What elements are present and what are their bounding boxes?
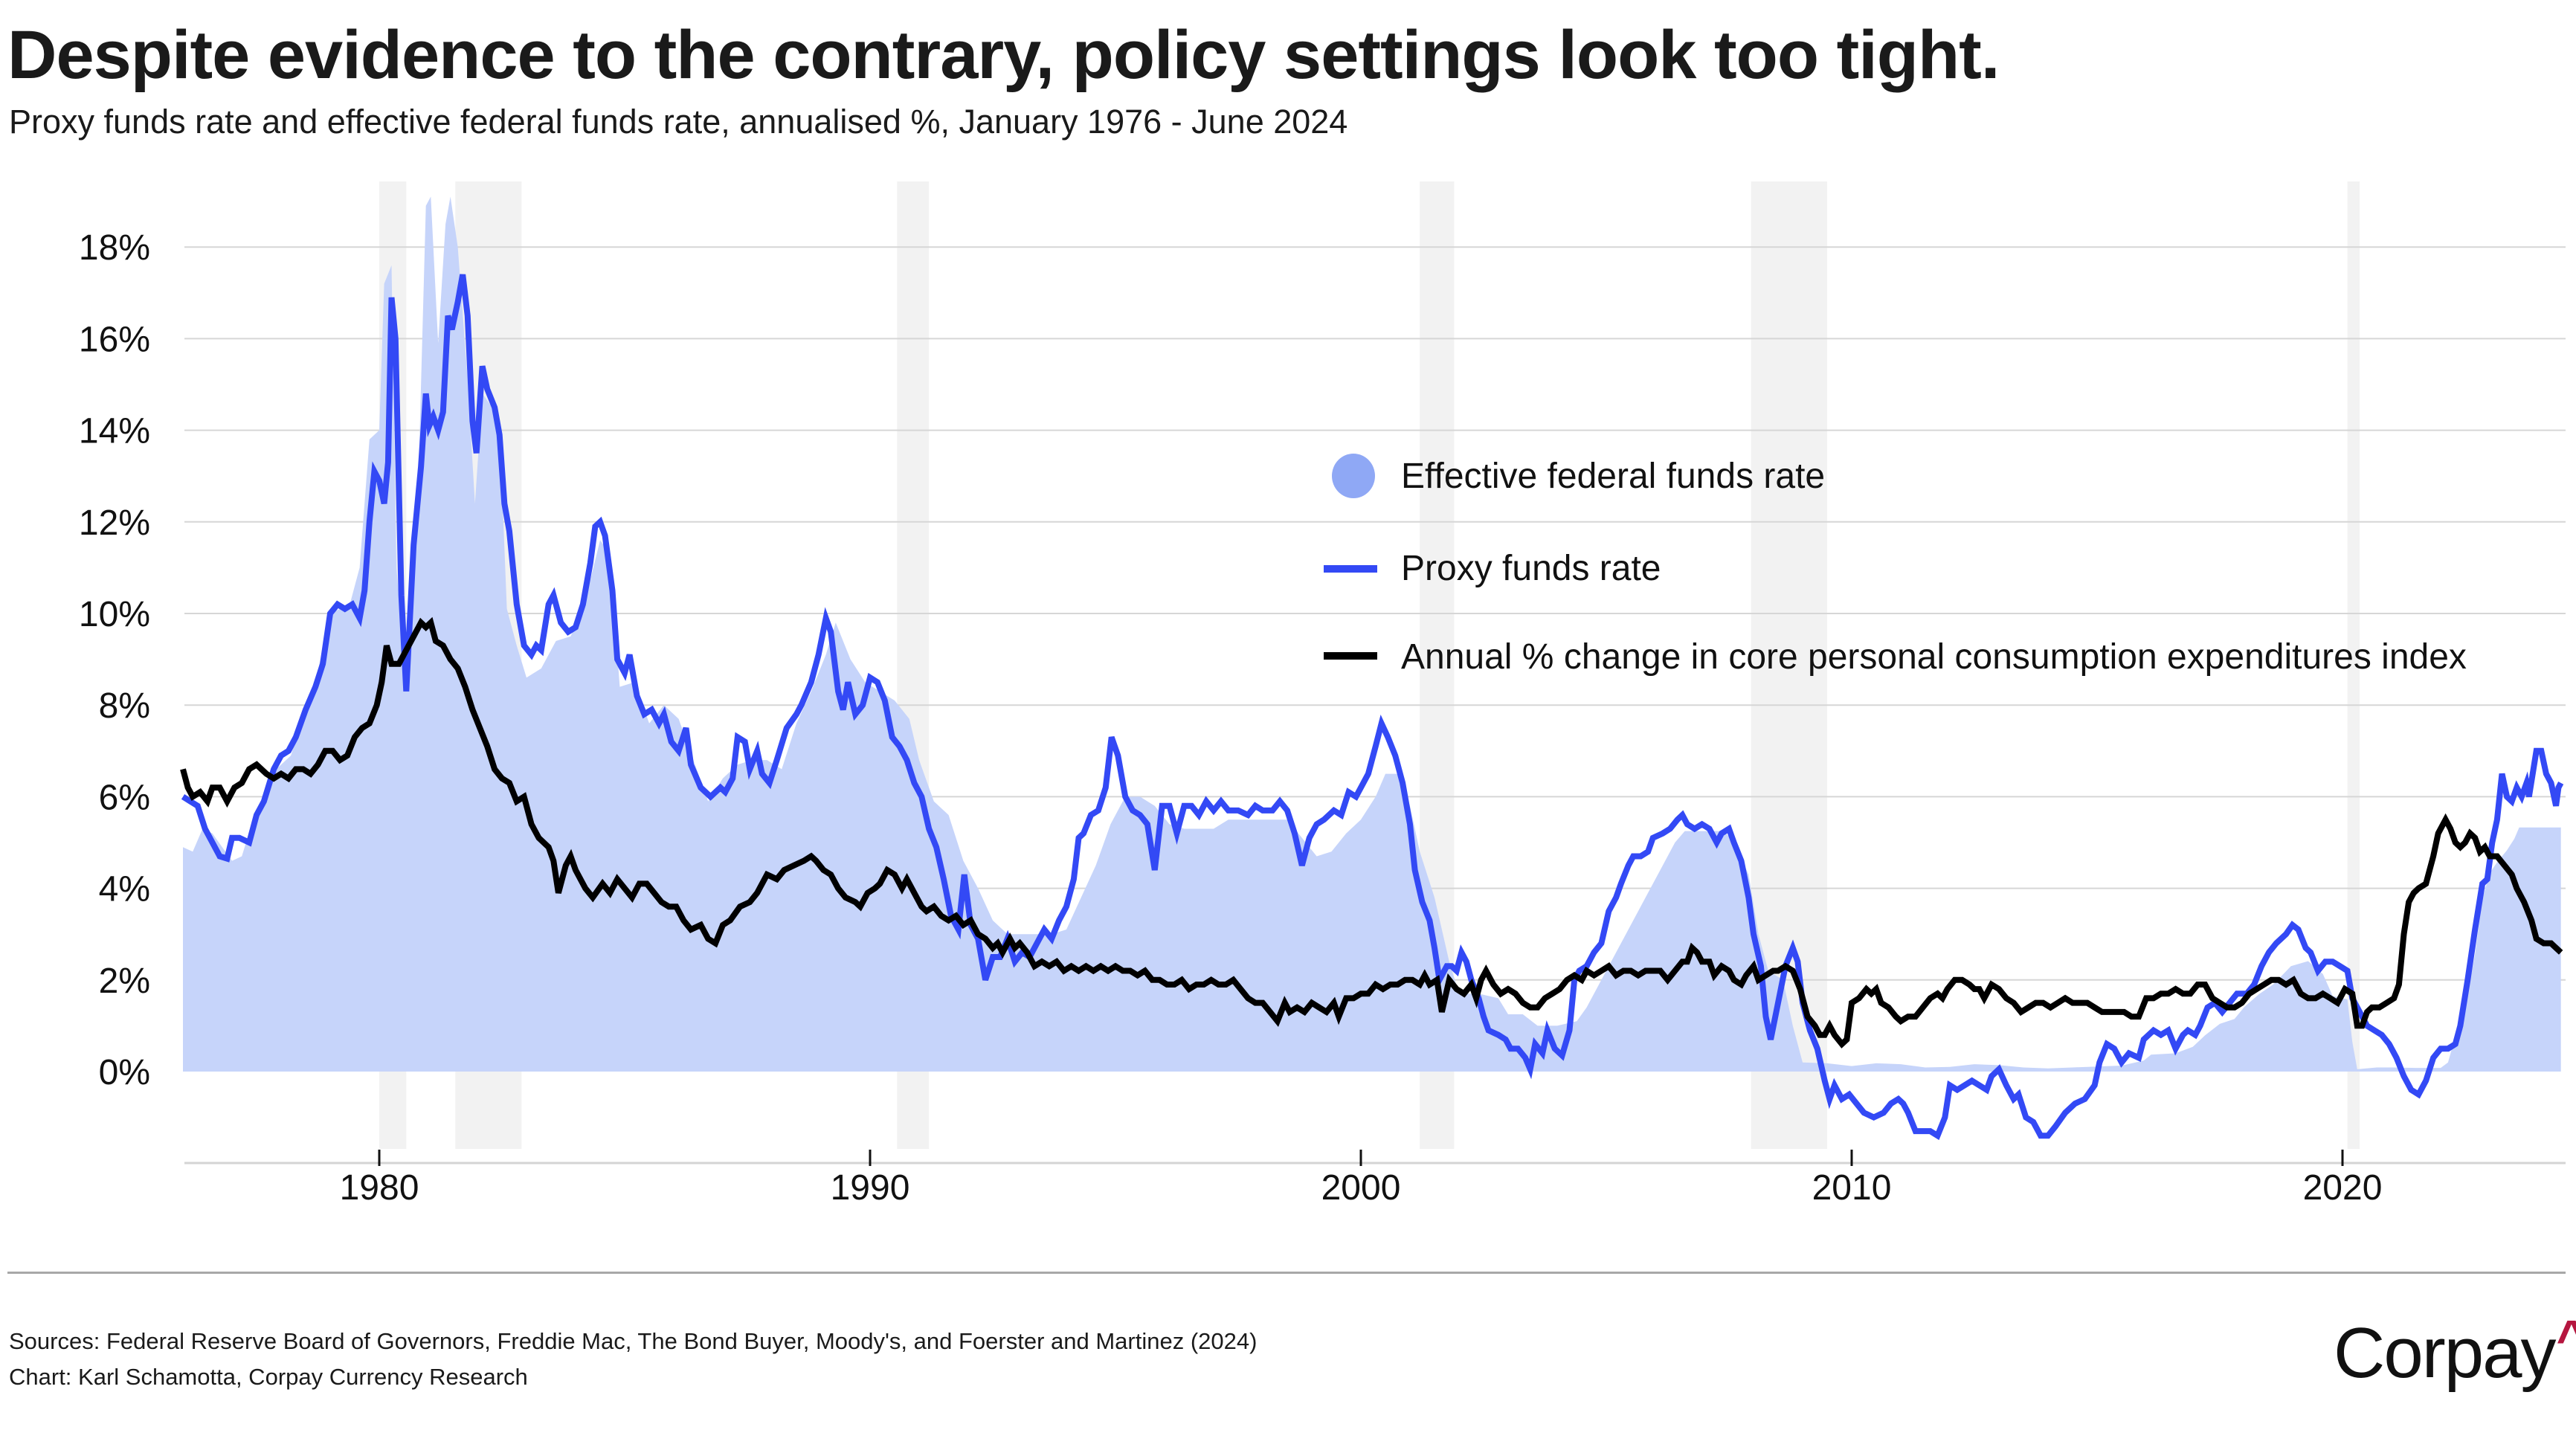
y-tick-label: 18% [79,228,150,268]
legend-label: Proxy funds rate [1401,549,1661,588]
footer-divider [7,1272,2566,1274]
y-tick-label: 8% [99,686,150,726]
legend-label: Effective federal funds rate [1401,457,1825,496]
sources-note: Sources: Federal Reserve Board of Govern… [9,1328,1258,1354]
chart-subtitle: Proxy funds rate and effective federal f… [9,103,1347,141]
x-tick-label: 2020 [2303,1168,2383,1208]
chart-canvas: 0% 2% 4% 6% 8% 10% 12% 14% 16% 18% 1980 1990 2000 20… [79,181,2566,1208]
legend: Effective federal funds rate Proxy funds … [1324,454,2467,677]
y-tick-label: 14% [79,412,150,451]
y-tick-label: 12% [79,503,150,543]
logo-caret-icon: ^ [2556,1310,2576,1368]
y-tick-label: 16% [79,320,150,359]
legend-swatch-proxy [1324,565,1377,573]
y-tick-label: 2% [99,961,150,1001]
effr-area [183,196,2561,1072]
recession-band [2347,181,2360,1149]
legend-swatch-effr [1332,454,1375,498]
y-tick-label: 4% [99,870,150,909]
core-pce-line [180,616,2563,1048]
x-axis: 1980 1990 2000 2010 2020 [184,1150,2566,1208]
y-tick-label: 6% [99,778,150,817]
subtitle-range: annualised %, January 1976 - June 2024 [730,103,1348,141]
chart-credit: Chart: Karl Schamotta, Corpay Currency R… [9,1364,528,1390]
y-tick-label: 10% [79,595,150,634]
x-tick-label: 1990 [831,1168,910,1208]
y-tick-label: 0% [99,1053,150,1092]
x-tick-label: 1980 [340,1168,419,1208]
legend-swatch-core-pce [1324,652,1377,660]
corpay-logo: Corpay^ [2334,1310,2576,1394]
logo-wordmark: Corpay [2334,1313,2556,1393]
series-lines [180,274,2564,1141]
x-tick-label: 2000 [1321,1168,1401,1208]
effr-area-layer [183,196,2561,1072]
proxy-funds-rate-line [181,274,2564,1141]
x-tick-label: 2010 [1812,1168,1892,1208]
subtitle-series: Proxy funds rate and effective federal f… [9,103,730,141]
chart-title: Despite evidence to the contrary, policy… [7,17,2000,93]
legend-label: Annual % change in core personal consump… [1401,637,2467,677]
